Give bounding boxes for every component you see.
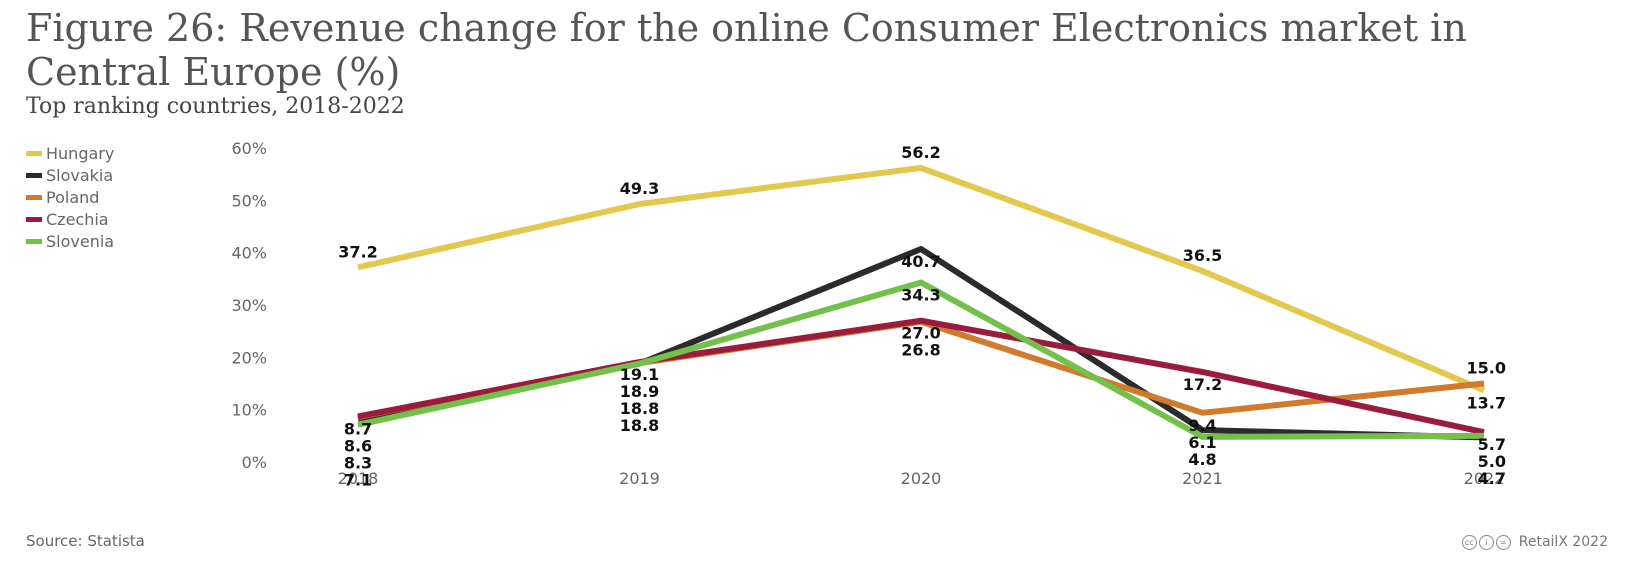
y-tick-label: 60% [231,139,267,158]
data-label-czechia: 5.7 [1478,435,1506,454]
legend-label: Hungary [46,143,115,163]
data-label-czechia: 8.7 [344,419,372,438]
series-line-czechia [357,317,1485,436]
legend-label: Poland [46,187,100,207]
legend-label: Slovakia [46,165,114,185]
legend-item-slovakia: Slovakia [26,164,114,186]
data-label-slovakia: 4.7 [1478,469,1506,488]
data-label-hungary: 56.2 [901,143,940,162]
data-label-czechia: 27.0 [901,324,940,343]
legend: Hungary Slovakia Poland Czechia Slovenia [26,142,114,252]
data-label-slovakia: 8.3 [344,453,372,472]
data-label-slovenia: 7.1 [344,470,372,489]
x-tick-label: 2020 [901,469,942,488]
data-label-poland: 26.8 [901,341,940,360]
data-label-czechia: 19.1 [620,365,659,384]
data-label-czechia: 17.2 [1183,375,1222,394]
credit-text: RetailX 2022 [1518,534,1608,550]
legend-swatch [26,172,42,178]
data-label-slovakia: 6.1 [1188,433,1216,452]
data-label-hungary: 13.7 [1467,393,1506,412]
data-label-slovakia: 40.7 [901,252,940,271]
y-tick-label: 0% [242,453,267,472]
y-tick-label: 50% [231,191,267,210]
data-label-slovenia: 4.8 [1188,450,1216,469]
x-tick-label: 2018 [338,469,379,488]
legend-swatch [26,238,42,244]
data-label-poland: 18.9 [620,382,659,401]
x-tick-label: 2021 [1182,469,1223,488]
y-tick-label: 30% [231,296,267,315]
data-label-hungary: 36.5 [1183,246,1222,265]
data-label-slovakia: 18.8 [620,399,659,418]
legend-swatch [26,150,42,156]
credit: cc i = RetailX 2022 [1461,534,1608,550]
data-label-hungary: 37.2 [338,242,377,261]
source-note: Source: Statista [26,532,145,550]
legend-item-slovenia: Slovenia [26,230,114,252]
data-label-slovenia: 5.0 [1478,452,1506,471]
data-label-slovenia: 34.3 [901,285,940,304]
data-label-poland: 9.4 [1188,416,1216,435]
x-tick-label: 2019 [619,469,660,488]
legend-swatch [26,194,42,200]
chart-subtitle: Top ranking countries, 2018-2022 [26,94,405,119]
y-tick-label: 20% [231,348,267,367]
y-tick-label: 10% [231,401,267,420]
y-tick-label: 40% [231,244,267,263]
series-line-hungary [357,164,1486,394]
legend-item-czechia: Czechia [26,208,114,230]
no-derivatives-icon: = [1495,534,1511,550]
data-label-poland: 8.6 [344,436,372,455]
x-tick-label: 2022 [1464,469,1505,488]
legend-label: Slovenia [46,231,115,251]
cc-icon: cc [1461,534,1477,550]
legend-item-hungary: Hungary [26,142,114,164]
legend-label: Czechia [46,209,109,229]
data-label-poland: 15.0 [1467,359,1506,378]
legend-item-poland: Poland [26,186,114,208]
data-label-hungary: 49.3 [620,179,659,198]
data-label-slovenia: 18.8 [620,416,659,435]
chart-title: Figure 26: Revenue change for the online… [26,6,1467,94]
legend-swatch [26,216,42,222]
series-line-slovenia [357,279,1485,440]
attribution-icon: i [1478,534,1494,550]
